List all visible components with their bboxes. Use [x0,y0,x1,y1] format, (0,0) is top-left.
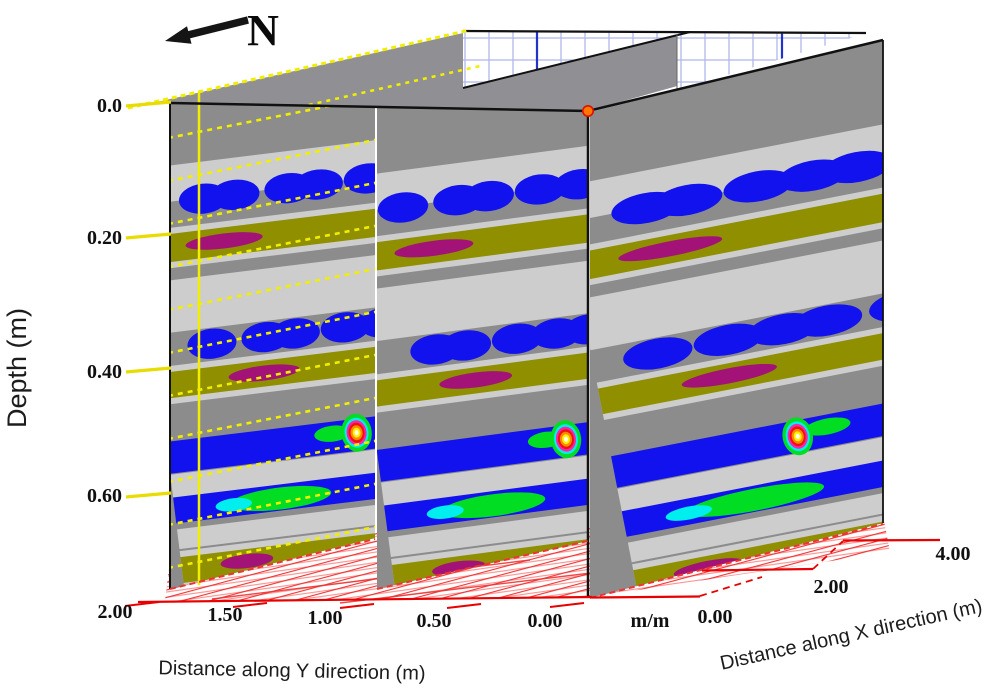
y-tick-1: 1.50 [208,604,243,626]
depth-tick-2: 0.40 [87,361,122,383]
scene-graphics [124,28,941,609]
grid-plane-b [677,33,864,90]
north-arrow-icon [165,16,249,44]
axis-line-x [591,538,941,599]
y-tick-2: 1.00 [308,607,343,629]
depth-tick-line [125,366,172,374]
x-tick-2: 4.00 [936,543,971,565]
y-tick-0: 2.00 [98,601,133,623]
depth-tick-line [125,232,172,240]
hotspot-anomaly-3 [782,417,814,456]
unit-label: m/m [631,610,670,632]
depth-tick-3: 0.60 [87,485,122,507]
survey-line-overlay [170,103,375,570]
depth-tick-line [125,100,172,108]
x-axis-title: Distance along X direction (m) [718,595,984,674]
north-label: N [247,6,279,55]
y-axis-title: Distance along Y direction (m) [158,657,426,685]
corner-marker-dot [581,105,594,118]
x-tick-1: 2.00 [814,576,849,598]
axis-line-y [137,595,593,604]
depth-tick-line [125,491,172,499]
depth-tick-1: 0.20 [87,227,122,249]
y-tick-3: 0.50 [417,610,452,632]
depth-tick-0: 0.0 [97,95,122,117]
survey-line-overlay [127,28,471,110]
slice-panel-3 [590,40,883,598]
hotspot-anomaly-2 [550,420,582,459]
depth-axis-title: Depth (m) [2,308,32,428]
hotspot-anomaly-1 [341,413,372,452]
y-tick-4: 0.00 [528,610,563,632]
x-tick-0: 0.00 [698,606,733,628]
